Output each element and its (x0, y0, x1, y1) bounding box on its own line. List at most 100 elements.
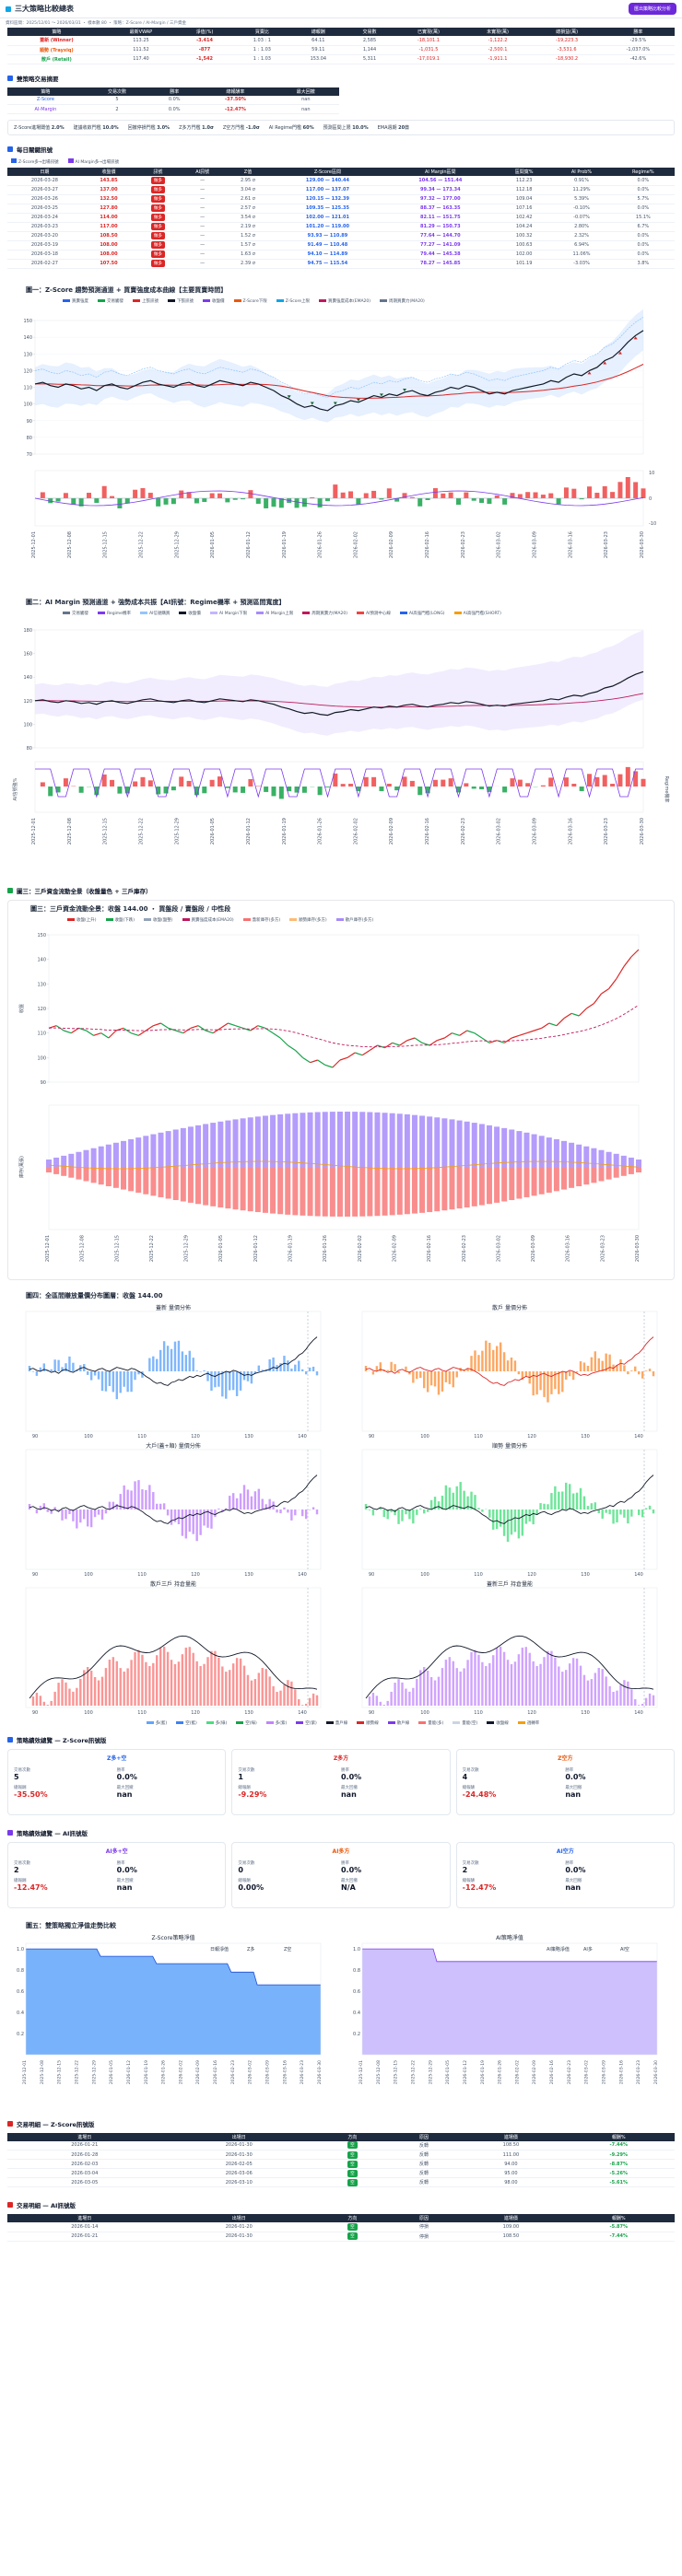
x-tick-label: 2026-01-19 (282, 531, 288, 558)
strength-bar (340, 492, 346, 498)
table-cell: 11.06% (551, 250, 612, 260)
holding-bar (53, 1691, 56, 1706)
inventory-bar-short (553, 1166, 559, 1191)
ai-signal-bar (348, 783, 354, 787)
volume-bar (429, 1499, 433, 1509)
table-cell: 107.50 (81, 259, 136, 269)
export-button[interactable]: 匯出策略比較分析 (628, 3, 676, 15)
volume-bar (582, 1361, 586, 1371)
perf-value: 2 (14, 1865, 19, 1874)
table-row: AI-Margin 2 0.0% -12.47% nan (7, 104, 339, 114)
column-header: 方向 (315, 2132, 389, 2141)
panel-title: 蓋新 量價分佈 (156, 1304, 191, 1311)
volume-bar (426, 1509, 429, 1512)
close-segment (287, 1043, 296, 1051)
inventory-bar-short (121, 1166, 127, 1190)
inventory-bar-short (546, 1166, 552, 1193)
column-header: 方向 (315, 2214, 389, 2222)
inventory-bar-short (620, 1166, 627, 1176)
x-tick-label: 2025-12-22 (138, 818, 144, 845)
inventory-bar-long (606, 1151, 612, 1167)
inventory-bar-long (591, 1148, 597, 1167)
table-cell: 3.54 σ (224, 213, 272, 223)
strength-bar (255, 497, 261, 504)
equity-line (362, 1948, 657, 1962)
volume-bar (68, 1356, 71, 1371)
x-tick-label: 2026-02-02 (353, 818, 359, 845)
volume-bar (455, 1486, 458, 1509)
x-tick-label: 2026-03-02 (497, 818, 502, 845)
strength-bar (464, 492, 469, 498)
strength-bar (156, 497, 161, 507)
y-tick-label: 1.0 (353, 1947, 360, 1952)
holding-bar (601, 1668, 604, 1706)
ai-signal-bar (179, 775, 184, 787)
daily-signal-heading: 每日關鍵訊號 (7, 145, 675, 154)
volume-bar (210, 1509, 213, 1529)
y-tick-label: -10 (649, 521, 656, 527)
inventory-bar-short (68, 1166, 75, 1178)
volume-bar (437, 1370, 441, 1394)
ai-signal-bar (517, 779, 523, 787)
inventory-bar-long (471, 1122, 477, 1167)
ai-signal-bar (587, 773, 593, 787)
perf-label: 交易次數 (238, 1767, 255, 1773)
table-cell: 117.40 (105, 54, 177, 64)
ai-signal-bar (248, 778, 253, 787)
inventory-bar-long (382, 1112, 388, 1167)
volume-bar (590, 1357, 594, 1371)
x-tick-label: 2026-01-05 (210, 818, 216, 845)
inventory-bar-long (262, 1114, 268, 1167)
signal-summary-table: 策略 交易次數 勝率 總報酬率 最大回撤 Z-Score 5 0.0% -37.50% nan A… (7, 87, 339, 114)
volume-bar (239, 1493, 242, 1509)
volume-bar (441, 1370, 444, 1392)
x-tick-label: 140 (634, 1572, 643, 1578)
inventory-bar-short (240, 1166, 246, 1210)
y-tick-label: 90 (27, 418, 32, 424)
volume-bar (513, 1509, 517, 1532)
strength-bar (571, 488, 577, 498)
volume-bar (170, 1509, 173, 1525)
inventory-bar-short (270, 1166, 276, 1214)
strength-bar (218, 493, 223, 498)
volume-bar (568, 1370, 571, 1376)
legend-item: 買賣強度 (63, 298, 88, 304)
ai-signal-bar (78, 786, 84, 793)
table-cell: 108.50 (459, 2140, 563, 2151)
volume-bar (586, 1365, 590, 1371)
holding-bar (539, 1663, 542, 1706)
y-axis-label: AI信號強% (12, 777, 18, 800)
volume-bar (582, 1496, 586, 1509)
inventory-bar-long (546, 1136, 552, 1167)
panel-frame (361, 1311, 658, 1431)
y-tick-label: 0.4 (353, 2011, 360, 2016)
app-title: 三大策略比較總表 (15, 5, 74, 13)
strength-bar (479, 497, 485, 503)
holding-bar (304, 1703, 308, 1706)
strength-bar (86, 492, 91, 498)
legend-item: 空(綠) (236, 1720, 257, 1726)
table-cell: 102.00 — 121.01 (271, 213, 384, 223)
chart2-legend: 交易觸發 Regime機率 AI信號購買 收盤價 AI Margin下限 AI Margi… (63, 611, 675, 616)
inventory-bar-long (53, 1157, 60, 1167)
holding-bar (394, 1682, 396, 1706)
volume-bar (283, 1507, 286, 1509)
holding-bar (644, 1697, 648, 1706)
holding-bar (162, 1646, 166, 1706)
up-signal-marker (587, 370, 592, 374)
top-bar: 三大策略比較總表 匯出策略比較分析 (0, 0, 682, 18)
strength-bar (441, 493, 446, 498)
volume-bar (397, 1370, 400, 1373)
ai-signal-bar (110, 779, 115, 787)
table-cell: 2026-02-05 (161, 2159, 316, 2169)
table-cell: 109.00 (459, 2222, 563, 2232)
table-cell: 99.34 — 173.34 (383, 185, 497, 195)
inventory-bar-long (359, 1111, 366, 1167)
strength-bar (625, 476, 630, 498)
volume-bar (605, 1509, 607, 1513)
table-cell: 2.39 σ (224, 259, 272, 269)
holding-bar (502, 1651, 506, 1706)
inventory-bar-short (218, 1166, 224, 1207)
volume-bar (287, 1359, 289, 1371)
volume-bar (89, 1370, 93, 1381)
